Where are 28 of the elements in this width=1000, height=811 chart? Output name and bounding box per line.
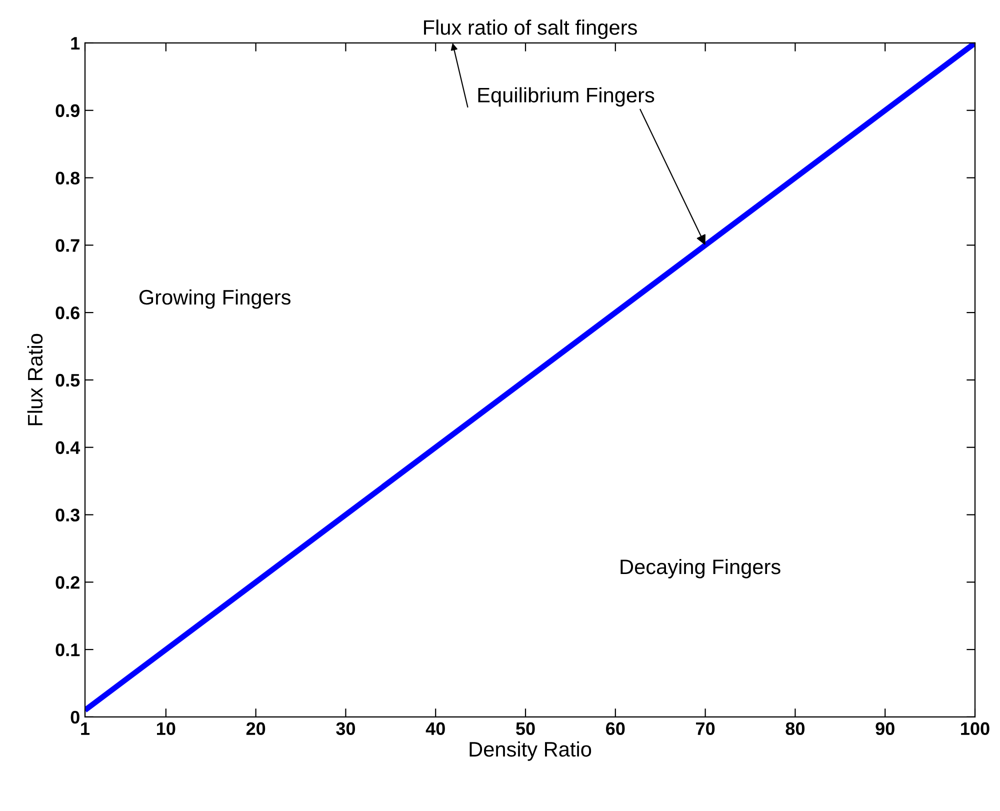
y-tick-label: 0.4 [56, 441, 80, 454]
y-tick-label: 0.1 [56, 643, 80, 656]
x-tick-label: 20 [246, 722, 266, 736]
chart-title: Flux ratio of salt fingers [424, 20, 637, 39]
y-tick-label: 0.2 [56, 576, 80, 589]
x-tick-label: 100 [961, 722, 990, 736]
x-tick-label: 80 [786, 722, 805, 736]
y-tick-label: 0.3 [56, 508, 80, 522]
x-tick-label: 10 [157, 722, 176, 736]
x-tick-label: 40 [426, 722, 445, 736]
y-tick-label: 0.9 [56, 104, 80, 118]
y-tick-label: 0 [70, 710, 80, 724]
y-tick-label: 0.5 [56, 374, 80, 387]
x-axis-title: Density Ratio [470, 741, 592, 761]
annotation: Decaying Fingers [620, 558, 780, 578]
y-tick-label: 0.6 [56, 306, 80, 320]
x-tick-label: 60 [606, 722, 625, 736]
annotation: Growing Fingers [139, 289, 290, 309]
y-tick-label: 1 [71, 37, 80, 50]
x-tick-label: 30 [336, 722, 356, 736]
annotation: Equilibrium Fingers [478, 87, 654, 107]
x-tick-label: 90 [876, 722, 894, 736]
x-tick-label: 50 [516, 722, 535, 736]
x-tick-label: 1 [81, 722, 90, 735]
y-tick-label: 0.8 [56, 172, 80, 184]
y-tick-label: 0.7 [56, 239, 80, 252]
x-tick-label: 70 [696, 722, 715, 736]
y-axis-title: Flux Ratio [27, 334, 43, 426]
